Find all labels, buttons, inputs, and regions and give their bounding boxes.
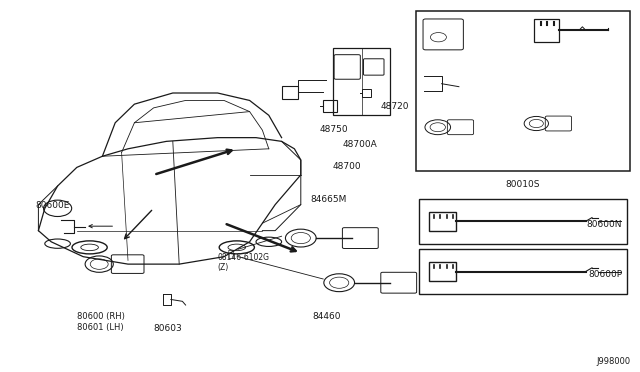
Text: 80600P: 80600P	[588, 270, 622, 279]
Text: 48750: 48750	[320, 125, 349, 134]
Bar	[429, 262, 456, 281]
Bar	[416, 11, 630, 171]
Text: 80600N: 80600N	[587, 220, 622, 229]
Text: 80603: 80603	[154, 324, 182, 333]
Text: 48700: 48700	[333, 162, 362, 171]
Bar	[534, 19, 559, 42]
Text: 80010S: 80010S	[506, 180, 540, 189]
Text: 84665M: 84665M	[310, 195, 347, 204]
Bar	[333, 48, 390, 115]
Bar	[362, 89, 371, 97]
Bar	[323, 100, 337, 112]
Text: Ⓢ: Ⓢ	[227, 248, 234, 258]
Bar	[419, 199, 627, 244]
Text: J998000: J998000	[596, 357, 630, 366]
Bar	[419, 249, 627, 294]
Text: 08146-6102G
(Z): 08146-6102G (Z)	[217, 253, 269, 272]
Bar	[282, 86, 298, 99]
Text: 84460: 84460	[312, 312, 341, 321]
Text: 48700A: 48700A	[342, 140, 377, 148]
Text: 80600E: 80600E	[35, 201, 70, 210]
Text: 80600 (RH)
80601 (LH): 80600 (RH) 80601 (LH)	[77, 312, 125, 332]
Text: 48720: 48720	[381, 102, 410, 111]
Bar	[429, 212, 456, 231]
